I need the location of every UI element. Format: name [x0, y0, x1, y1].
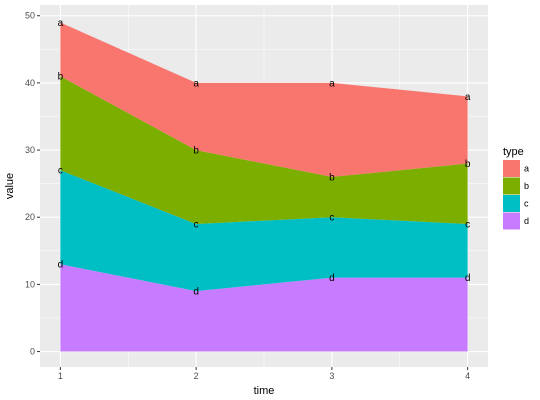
x-axis-title: time: [254, 385, 275, 397]
point-label-d: d: [193, 287, 199, 298]
x-tick-label: 1: [58, 371, 63, 381]
y-tick-label: 0: [30, 347, 35, 357]
point-label-b: b: [465, 159, 471, 170]
legend-label-a: a: [524, 164, 529, 174]
legend-label-b: b: [524, 181, 529, 191]
y-tick-label: 20: [25, 212, 35, 222]
point-label-b: b: [329, 172, 335, 183]
point-labels: a a a a b b b b c c c c d d d d: [58, 18, 471, 298]
legend-key-c: [503, 195, 520, 212]
x-tick-label: 4: [465, 371, 470, 381]
area-series-a: [60, 22, 468, 177]
area-series-c: [60, 170, 468, 292]
point-label-c: c: [329, 213, 334, 224]
legend-label-c: c: [524, 199, 529, 209]
area-series-d: [60, 264, 468, 352]
point-label-a: a: [193, 78, 199, 89]
point-label-c: c: [465, 219, 470, 230]
point-label-c: c: [194, 219, 199, 230]
point-label-c: c: [58, 166, 63, 177]
y-tick-label: 50: [25, 11, 35, 21]
y-axis-title: value: [4, 173, 16, 199]
legend-key-d: [503, 212, 520, 230]
area-series: [60, 22, 468, 352]
x-tick-label: 2: [194, 371, 199, 381]
legend-key-b: [503, 177, 520, 195]
point-label-b: b: [193, 146, 199, 157]
point-label-d: d: [58, 260, 64, 271]
legend-label-d: d: [524, 216, 529, 226]
y-tick-label: 30: [25, 145, 35, 155]
y-tick-label: 10: [25, 279, 35, 289]
point-label-a: a: [465, 92, 471, 103]
legend-key-a: [503, 160, 520, 177]
point-label-d: d: [329, 273, 335, 284]
x-axis: 1 2 3 4: [58, 367, 470, 381]
y-axis: 0 10 20 30 40 50: [25, 11, 40, 357]
point-label-b: b: [58, 72, 64, 83]
legend-title: type: [503, 146, 524, 158]
x-tick-label: 3: [329, 371, 334, 381]
area-series-b: [60, 76, 468, 224]
point-label-a: a: [329, 78, 335, 89]
point-label-a: a: [58, 18, 64, 29]
point-label-d: d: [465, 273, 471, 284]
y-tick-label: 40: [25, 78, 35, 88]
